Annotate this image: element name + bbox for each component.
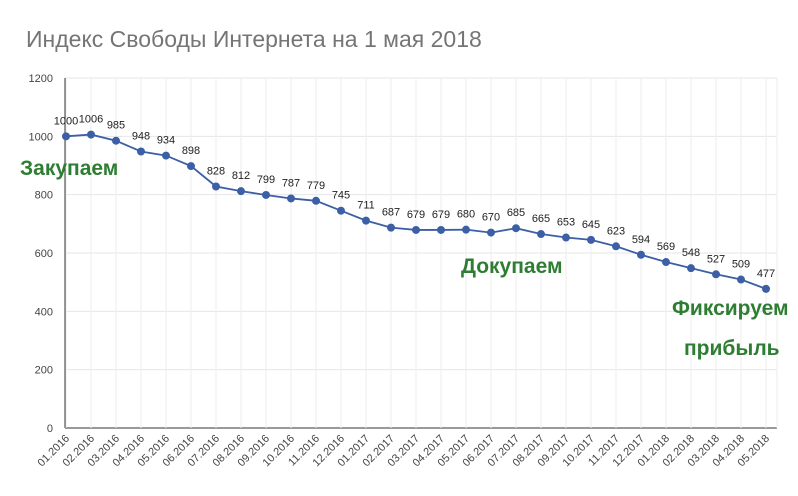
y-tick-label: 1000 [29, 131, 53, 143]
annotation-buy-more: Докупаем [461, 255, 563, 278]
y-tick-label: 200 [35, 365, 53, 377]
data-point [412, 225, 420, 234]
data-point [437, 225, 445, 234]
data-label: 509 [732, 259, 750, 271]
y-tick-label: 800 [35, 190, 53, 202]
y-tick-label: 1200 [29, 73, 53, 85]
data-label: 1006 [79, 114, 103, 126]
data-point [187, 162, 195, 171]
data-label: 779 [307, 180, 325, 192]
y-tick-label: 400 [35, 306, 53, 318]
data-label: 711 [357, 200, 375, 212]
data-point [62, 132, 70, 141]
data-point [587, 235, 595, 244]
data-label: 799 [257, 174, 275, 186]
data-point [212, 182, 220, 191]
data-point [462, 225, 470, 234]
data-label: 548 [682, 247, 700, 259]
data-point [687, 264, 695, 273]
data-label: 787 [282, 177, 300, 189]
annotation-take-profit-line1: Фиксируем [672, 297, 789, 320]
data-point [387, 223, 395, 232]
y-tick-label: 600 [35, 248, 53, 260]
data-label: 679 [407, 209, 425, 221]
data-label: 687 [382, 207, 400, 219]
data-point [512, 224, 520, 233]
y-tick-label: 0 [47, 423, 53, 435]
data-label: 653 [557, 217, 575, 229]
data-point [712, 270, 720, 279]
data-point [287, 194, 295, 203]
data-point [262, 190, 270, 199]
data-label: 594 [632, 234, 650, 246]
annotation-buy: Закупаем [20, 157, 119, 180]
data-point [237, 187, 245, 196]
data-label: 685 [507, 207, 525, 219]
data-label: 985 [107, 120, 125, 132]
data-label: 527 [707, 253, 725, 265]
annotation-take-profit-line2: прибыль [684, 337, 780, 360]
data-label: 680 [457, 209, 475, 221]
data-label: 679 [432, 209, 450, 221]
data-point [762, 284, 770, 293]
data-label: 645 [582, 219, 600, 231]
data-label: 898 [182, 145, 200, 157]
data-label: 812 [232, 170, 250, 182]
data-label: 623 [607, 225, 625, 237]
data-label: 670 [482, 212, 500, 224]
data-label: 934 [157, 135, 175, 147]
data-point [362, 216, 370, 225]
data-point [637, 250, 645, 259]
data-point [537, 230, 545, 239]
data-label: 948 [132, 131, 150, 143]
data-label: 1000 [54, 115, 78, 127]
chart-title: Индекс Свободы Интернета на 1 мая 2018 [26, 26, 482, 52]
data-point [162, 151, 170, 160]
data-label: 828 [207, 166, 225, 178]
data-label: 665 [532, 213, 550, 225]
data-point [487, 228, 495, 237]
data-point [337, 206, 345, 215]
data-label: 477 [757, 268, 775, 280]
data-label: 569 [657, 241, 675, 253]
data-point [737, 275, 745, 284]
data-point [312, 196, 320, 205]
data-point [662, 258, 670, 267]
data-point [137, 147, 145, 156]
data-point [87, 130, 95, 139]
data-label: 745 [332, 190, 350, 202]
data-point [562, 233, 570, 242]
data-point [612, 242, 620, 251]
data-point [112, 136, 120, 145]
